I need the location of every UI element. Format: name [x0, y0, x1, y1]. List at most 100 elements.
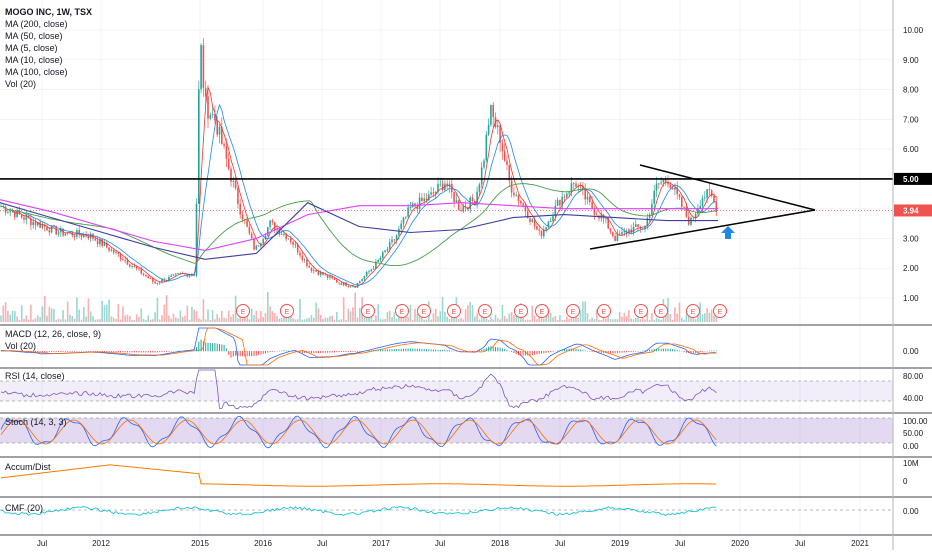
candle-body-220 [506, 161, 508, 165]
macd-histogram-bar [251, 351, 252, 356]
y-tick-9: 1.00 [903, 294, 919, 303]
candle-body-173 [398, 229, 400, 235]
macd-histogram-bar [125, 351, 126, 352]
macd-histogram-bar [306, 351, 307, 353]
volume-bar [617, 319, 619, 322]
candle-body-295 [679, 194, 681, 197]
candle-body-11 [26, 216, 28, 220]
candle-body-111 [256, 246, 258, 250]
macd-title[interactable]: MACD (12, 26, close, 9) [5, 329, 101, 339]
candle-body-107 [246, 220, 248, 227]
macd-histogram-bar [405, 349, 406, 352]
candle-body-171 [394, 240, 396, 241]
macd-histogram-bar [208, 343, 209, 352]
volume-bar [76, 297, 78, 322]
macd-histogram-bar [136, 351, 137, 352]
legend-ma50[interactable]: MA (50, close) [5, 30, 92, 42]
candle-body-86 [198, 89, 200, 204]
volume-bar [23, 319, 25, 322]
volume-bar [469, 302, 471, 322]
macd-histogram-bar [622, 351, 623, 353]
macd-histogram-bar [104, 351, 105, 352]
candle-body-164 [377, 260, 379, 262]
candle-body-249 [573, 183, 575, 184]
macd-histogram-bar [626, 351, 627, 352]
macd-histogram-bar [392, 349, 393, 351]
macd-histogram-bar [316, 351, 317, 353]
macd-histogram-bar [132, 351, 133, 352]
legend-ma100[interactable]: MA (100, close) [5, 66, 92, 78]
macd-histogram-bar [228, 351, 229, 355]
legend-ma5[interactable]: MA (5, close) [5, 42, 92, 54]
candle-body-265 [610, 228, 612, 231]
legend-vol[interactable]: Vol (20) [5, 78, 92, 90]
macd-histogram-bar [608, 351, 609, 353]
candle-body-277 [637, 224, 639, 227]
macd-histogram-bar [72, 351, 73, 352]
volume-bar [297, 319, 299, 322]
macd-histogram-bar [534, 351, 535, 355]
macd-histogram-bar [357, 351, 358, 352]
volume-bar [313, 318, 315, 322]
volume-bar [65, 319, 67, 322]
volume-bar [276, 316, 278, 322]
volume-bar [265, 313, 267, 322]
macd-histogram-bar [467, 351, 468, 352]
candle-body-55 [127, 261, 129, 265]
candle-body-258 [594, 209, 596, 215]
macd-histogram-bar [346, 351, 347, 352]
macd-histogram-bar [288, 351, 289, 352]
subpane-4-tick-0: 10M [903, 459, 919, 468]
volume-bar [407, 317, 409, 322]
candle-body-266 [612, 232, 614, 236]
legend-ma200[interactable]: MA (200, close) [5, 18, 92, 30]
volume-bar [253, 315, 255, 322]
macd-histogram-bar [116, 351, 117, 352]
candle-body-156 [359, 281, 361, 283]
macd-histogram-bar [231, 351, 232, 358]
earnings-marker-label-2: E [366, 309, 371, 316]
candle-body-66 [152, 278, 154, 281]
volume-bar [260, 311, 262, 322]
macd-histogram-bar [260, 351, 261, 355]
volume-bar [578, 318, 580, 322]
x-tick-13: 2021 [851, 539, 869, 548]
volume-bar [164, 305, 166, 322]
volume-bar [345, 320, 347, 322]
candle-body-91 [210, 115, 212, 119]
cmf-title[interactable]: CMF (20) [5, 503, 43, 513]
macd-vol-title[interactable]: Vol (20) [5, 341, 36, 351]
volume-bar [19, 320, 21, 322]
macd-histogram-bar [709, 351, 710, 352]
macd-histogram-bar [19, 351, 20, 352]
candle-body-237 [545, 227, 547, 229]
rsi-title[interactable]: RSI (14, close) [5, 371, 65, 381]
macd-histogram-bar [654, 349, 655, 351]
volume-bar [628, 310, 630, 322]
macd-histogram-bar [700, 351, 701, 352]
subpane-3-tick-1: 50.00 [903, 429, 924, 438]
candle-body-117 [269, 221, 271, 228]
volume-bar [81, 320, 83, 322]
volume-bar [44, 296, 46, 322]
macd-histogram-bar [382, 349, 383, 351]
accum-dist-title[interactable]: Accum/Dist [5, 462, 51, 472]
volume-bar [191, 307, 193, 322]
macd-histogram-bar [674, 349, 675, 351]
legend-ma10[interactable]: MA (10, close) [5, 54, 92, 66]
macd-histogram-bar [605, 351, 606, 353]
candle-body-104 [239, 204, 241, 214]
volume-bar [251, 309, 253, 322]
candle-body-288 [663, 180, 665, 182]
volume-bar [161, 315, 163, 322]
stoch-title[interactable]: Stoch (14, 3, 3) [5, 417, 67, 427]
candle-body-210 [483, 160, 485, 167]
candle-body-230 [529, 218, 531, 222]
volume-bar [184, 316, 186, 322]
volume-bar [502, 305, 504, 322]
volume-bar [695, 319, 697, 322]
macd-histogram-bar [599, 351, 600, 353]
macd-histogram-bar [504, 349, 505, 351]
x-tick-9: 2019 [611, 539, 629, 548]
